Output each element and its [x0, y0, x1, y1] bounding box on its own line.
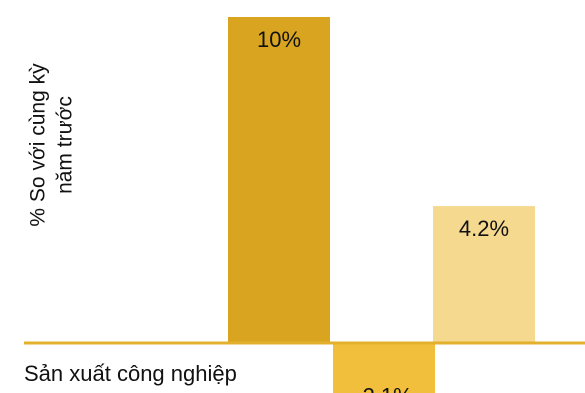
bar-2	[333, 343, 435, 393]
data-label-2: -2.1%	[355, 383, 412, 393]
data-label-1: 10%	[257, 27, 301, 52]
bar-1	[228, 17, 330, 343]
data-label-3: 4.2%	[459, 216, 509, 241]
category-label: Sản xuất công nghiệp	[24, 361, 237, 386]
bar-3	[433, 206, 535, 343]
